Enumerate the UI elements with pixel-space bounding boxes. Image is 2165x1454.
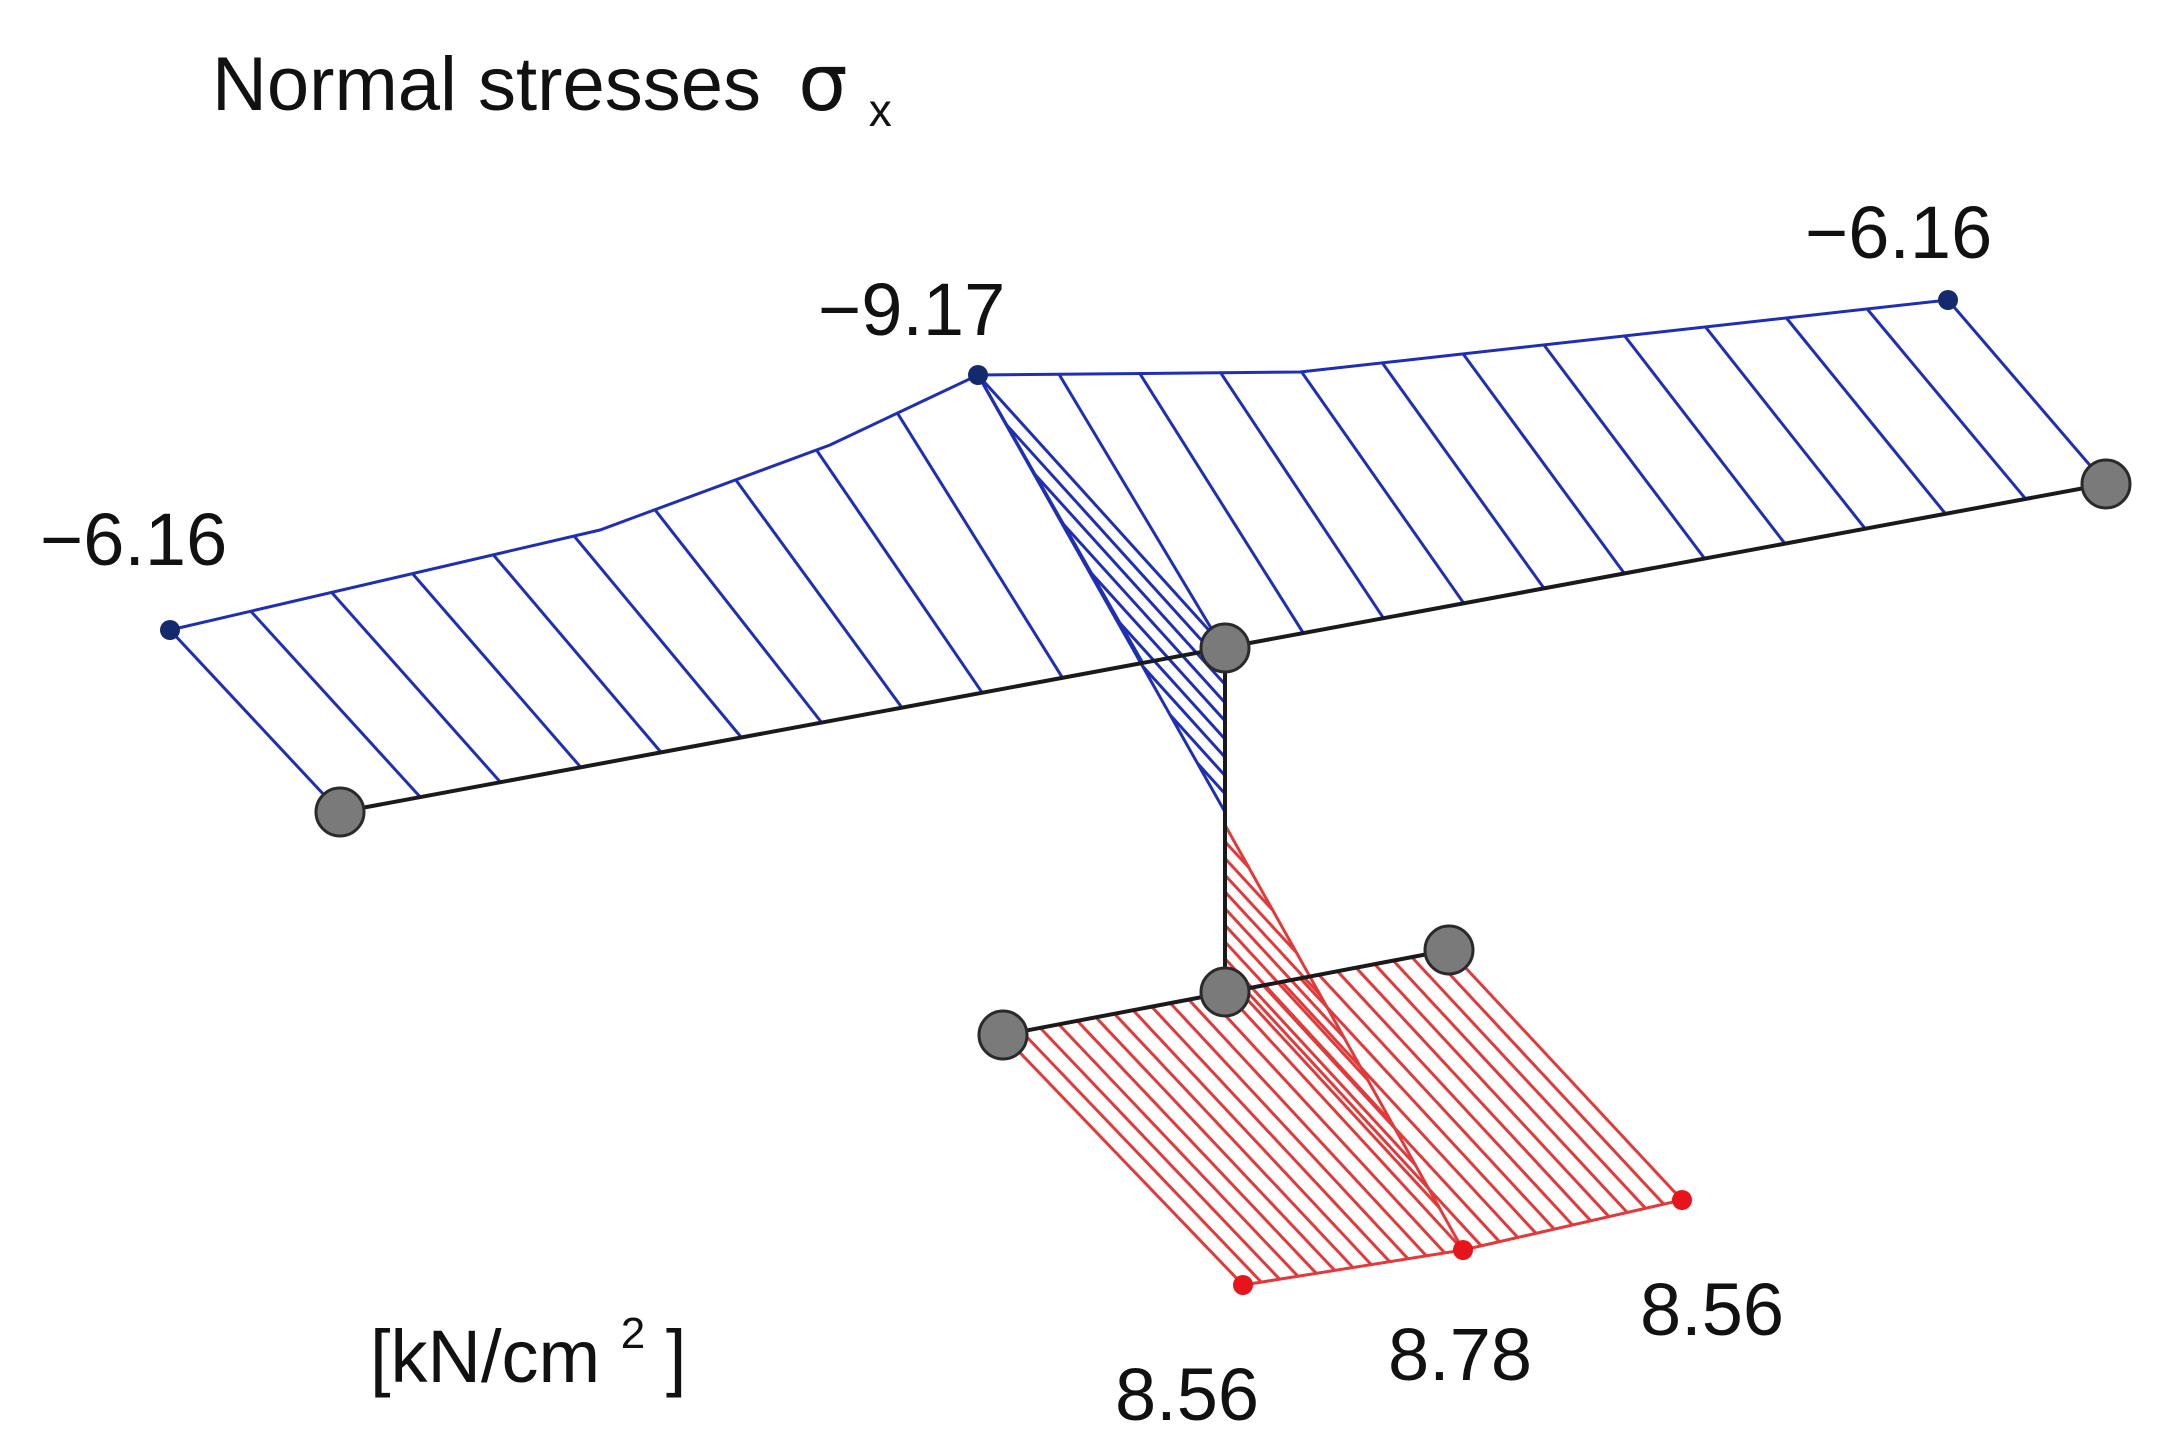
value-flange-right: −6.16: [1805, 191, 1992, 274]
tension-hatch-line: [1094, 1016, 1336, 1272]
compression-web-hatch: [1031, 471, 1227, 686]
tension-web-hatch: [1223, 874, 1298, 954]
tension-hatch-line: [1020, 1030, 1263, 1284]
tension-hatch-line: [1206, 994, 1446, 1254]
compression-web-edge: [976, 373, 1227, 650]
value-web-top: −9.17: [818, 268, 1005, 351]
compression-stress-region: [168, 298, 2108, 814]
tension-hatch-line: [1187, 998, 1428, 1257]
tension-stress-region: [1001, 824, 1684, 1287]
compression-hatch-line: [1381, 362, 1546, 590]
stress-value-points: [160, 290, 1958, 1295]
tension-hatch-line: [1039, 1026, 1281, 1281]
compression-hatch-line: [1785, 317, 1947, 515]
diagram-title: Normal stresses σ x: [212, 39, 892, 136]
compression-hatch-line: [1300, 370, 1466, 605]
tension-hatch-line: [1243, 987, 1483, 1247]
tension-edge-left: [1001, 1033, 1245, 1287]
tension-hatch-line: [1057, 1023, 1300, 1278]
compression-hatch-line: [1219, 371, 1385, 620]
compression-hatch-line: [1866, 308, 2027, 500]
compression-hatch-line: [734, 478, 904, 709]
tension-hatch-line: [1224, 991, 1465, 1252]
tension-web-hatch: [1223, 957, 1417, 1167]
compression-hatch-line: [1138, 372, 1305, 634]
tension-hatch-line: [1076, 1019, 1318, 1275]
compression-hatch-line: [1057, 373, 1225, 649]
tension-hatch-line: [1132, 1009, 1373, 1266]
tension-hatch-line: [1169, 1002, 1410, 1260]
units-text: [kN/cm: [370, 1315, 600, 1398]
tension-hatch-line: [1280, 980, 1519, 1239]
tension-hatch-line: [1429, 952, 1665, 1206]
point-bottom-right: [1672, 1190, 1692, 1210]
tension-edge-right: [1447, 948, 1684, 1202]
value-flange-left: −6.16: [40, 498, 227, 581]
tension-hatch-line: [1373, 963, 1611, 1218]
units-label: [kN/cm 2 ]: [370, 1281, 686, 1398]
tension-hatch-line: [1262, 984, 1501, 1243]
compression-hatch-line: [1704, 325, 1867, 530]
tension-web-hatch: [1223, 974, 1441, 1209]
sigma-subscript: x: [869, 84, 892, 136]
tension-hatch-line: [1392, 959, 1629, 1214]
node-web-top: [1199, 622, 1251, 674]
node-flange-right: [2080, 458, 2132, 510]
point-web-top: [968, 365, 988, 385]
point-flange-left: [160, 620, 180, 640]
tension-hatch-line: [1317, 973, 1556, 1231]
value-bottom-left: 8.56: [1115, 1353, 1259, 1436]
cross-section-members: [339, 482, 2107, 1037]
title-text: Normal stresses: [212, 42, 761, 127]
compression-edge-right: [1946, 299, 2108, 485]
compression-web-hatch: [1168, 713, 1227, 777]
point-bottom-left: [1233, 1275, 1253, 1295]
point-flange-right: [1938, 290, 1958, 310]
compression-hatch-line: [896, 412, 1064, 679]
point-bottom-center: [1453, 1240, 1473, 1260]
node-web-bottom: [1199, 966, 1251, 1018]
compression-hatch-line: [572, 535, 743, 739]
compression-hatch-line: [1542, 343, 1706, 560]
node-bottom-right: [1423, 924, 1475, 976]
compression-hatch-line: [1623, 334, 1787, 545]
tension-hatch-line: [1336, 970, 1574, 1227]
compression-hatch-line: [249, 610, 422, 799]
tension-web-hatch: [1223, 924, 1369, 1082]
compression-web-hatch: [1086, 568, 1227, 722]
compression-web-hatch: [1196, 762, 1227, 795]
tension-hatch-line: [1113, 1012, 1355, 1269]
units-superscript: 2: [621, 1309, 645, 1358]
compression-edge-left: [168, 628, 342, 814]
compression-hatch-line: [1461, 353, 1626, 575]
compression-hatch-line: [330, 591, 502, 784]
compression-web-hatch: [1059, 519, 1227, 704]
compression-hatch-line: [411, 572, 582, 769]
section-nodes: [314, 458, 2132, 1061]
compression-web-hatch: [1004, 422, 1227, 668]
value-bottom-center: 8.78: [1388, 1313, 1532, 1396]
compression-web-hatch: [1114, 616, 1227, 741]
tension-web-hatch: [1223, 907, 1346, 1039]
tension-hatch-line: [1150, 1005, 1391, 1263]
tension-hatch-line: [1410, 956, 1647, 1210]
value-bottom-right: 8.56: [1640, 1268, 1784, 1351]
node-flange-left: [314, 786, 366, 838]
node-bottom-left: [977, 1009, 1029, 1061]
compression-hatch-line: [492, 553, 663, 754]
compression-web-hatch: [1141, 665, 1227, 759]
compression-hatch-line: [815, 449, 984, 694]
tension-web-hatch: [1223, 840, 1250, 869]
tension-web-hatch: [1223, 857, 1274, 912]
tension-hatch-line: [1355, 966, 1592, 1222]
sigma-symbol: σ: [798, 39, 847, 129]
units-close: ]: [666, 1315, 687, 1398]
compression-envelope: [169, 298, 1949, 632]
compression-web-envelope: [976, 374, 1227, 813]
tension-hatch-line: [1299, 977, 1538, 1235]
compression-hatch-line: [653, 508, 823, 724]
